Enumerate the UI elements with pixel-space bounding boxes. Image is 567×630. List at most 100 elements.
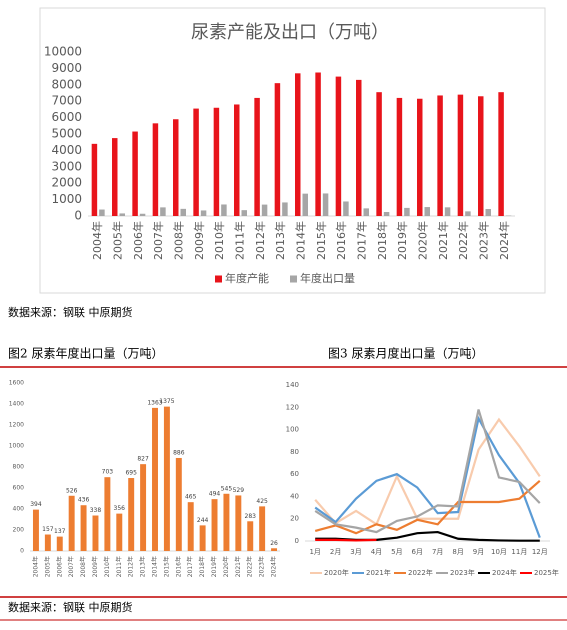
x-tick-label: 5月 <box>391 548 402 556</box>
data-label: 695 <box>125 470 137 477</box>
bar <box>437 95 442 216</box>
y-tick-label: 800 <box>13 464 25 471</box>
legend-label: 2024年 <box>492 568 517 577</box>
bar <box>69 496 75 551</box>
data-label: 465 <box>185 494 197 501</box>
x-tick-label: 2009年 <box>91 556 99 577</box>
legend-label: 年度出口量 <box>300 271 355 285</box>
bar <box>458 95 463 216</box>
data-label: 394 <box>30 501 42 508</box>
x-tick-label: 2005年 <box>43 556 51 577</box>
data-label: 338 <box>90 507 102 514</box>
bar <box>235 495 241 551</box>
bar <box>364 208 369 216</box>
x-tick-label: 2010年 <box>212 221 226 260</box>
bar <box>425 207 430 216</box>
line <box>315 420 540 525</box>
bar <box>404 208 409 216</box>
y-tick-label: 600 <box>13 485 25 492</box>
y-tick-label: 60 <box>290 470 299 478</box>
bar <box>164 407 170 551</box>
bar <box>128 478 134 551</box>
bar <box>152 408 158 551</box>
legend-label: 年度产能 <box>225 271 269 285</box>
x-tick-label: 11月 <box>511 548 527 556</box>
x-tick-label: 2006年 <box>131 221 145 260</box>
y-tick-label: 7000 <box>51 94 82 108</box>
data-label: 436 <box>78 497 90 504</box>
x-tick-label: 2016年 <box>174 556 182 577</box>
bar <box>295 73 300 216</box>
x-tick-label: 2015年 <box>314 221 328 260</box>
bar <box>221 204 226 216</box>
y-tick-label: 0 <box>20 548 24 555</box>
x-tick-label: 7月 <box>432 548 443 556</box>
y-tick-label: 1200 <box>9 422 24 429</box>
x-tick-label: 2013年 <box>273 221 287 260</box>
y-tick-label: 8000 <box>51 77 82 91</box>
y-tick-label: 9000 <box>51 61 82 75</box>
bar <box>465 211 470 216</box>
y-tick-label: 400 <box>13 506 25 513</box>
x-tick-label: 2011年 <box>115 556 123 577</box>
bar <box>92 144 97 216</box>
figure-caption: 图2 尿素年度出口量（万吨） <box>8 346 163 361</box>
bar <box>93 516 99 551</box>
bar <box>132 132 137 216</box>
y-tick-label: 3000 <box>51 159 82 173</box>
x-tick-label: 2007年 <box>151 221 165 260</box>
x-tick-label: 2008年 <box>79 556 87 577</box>
bar <box>486 209 491 216</box>
source-note: 数据来源：钢联 中原期货 <box>8 305 133 319</box>
legend-label: 2020年 <box>324 568 349 577</box>
bar <box>57 537 63 551</box>
bar <box>153 123 158 216</box>
x-tick-label: 12月 <box>532 548 548 556</box>
bar <box>104 477 110 551</box>
bar <box>214 108 219 216</box>
x-tick-label: 2014年 <box>294 221 308 260</box>
bar <box>160 207 165 216</box>
data-label: 545 <box>221 485 233 492</box>
bar <box>343 201 348 216</box>
bar <box>45 535 51 551</box>
legend-swatch <box>290 276 297 283</box>
bar <box>262 205 267 216</box>
y-tick-label: 40 <box>290 492 299 500</box>
y-tick-label: 6000 <box>51 110 82 124</box>
y-tick-label: 0 <box>295 537 299 545</box>
x-tick-label: 2018年 <box>375 221 389 260</box>
x-tick-label: 2022年 <box>456 221 470 260</box>
y-tick-label: 1000 <box>51 192 82 206</box>
bar <box>234 104 239 216</box>
x-tick-label: 2023年 <box>477 221 491 260</box>
data-label: 356 <box>114 505 126 512</box>
x-tick-label: 2017年 <box>186 556 194 577</box>
bar <box>176 458 182 551</box>
bar <box>181 209 186 216</box>
x-tick-label: 10月 <box>491 548 507 556</box>
bar <box>498 92 503 216</box>
x-tick-label: 2018年 <box>198 556 206 577</box>
x-tick-label: 2009年 <box>192 221 206 260</box>
x-tick-label: 2008年 <box>172 221 186 260</box>
bar <box>188 502 194 551</box>
legend-label: 2021年 <box>366 568 391 577</box>
bar <box>120 213 125 216</box>
data-label: 886 <box>173 449 185 456</box>
x-tick-label: 2020年 <box>222 556 230 577</box>
bar <box>478 96 483 216</box>
y-tick-label: 20 <box>290 515 299 523</box>
bar <box>323 193 328 216</box>
data-label: 494 <box>209 491 221 498</box>
x-tick-label: 2020年 <box>416 221 430 260</box>
bar <box>384 212 389 216</box>
y-tick-label: 100 <box>286 426 299 434</box>
y-tick-label: 140 <box>286 381 299 389</box>
bar <box>200 525 206 551</box>
x-tick-label: 1月 <box>309 548 320 556</box>
data-label: 703 <box>102 469 114 476</box>
bar <box>356 80 361 216</box>
bar <box>376 92 381 216</box>
